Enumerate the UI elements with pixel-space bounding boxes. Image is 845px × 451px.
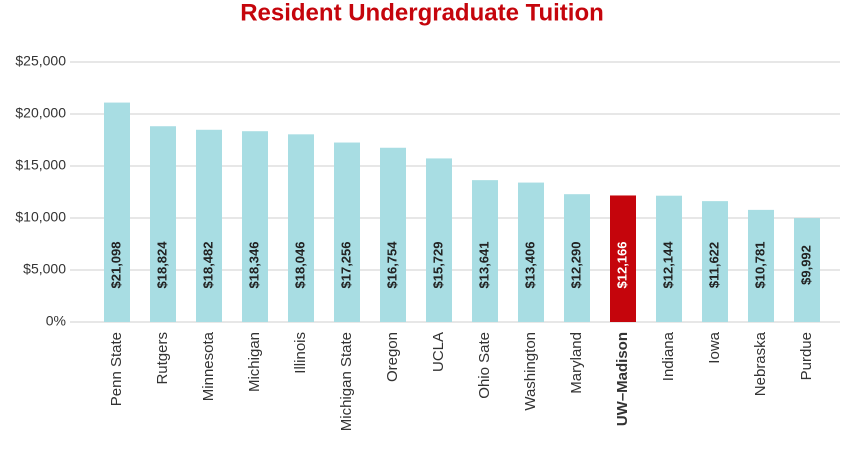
x-tick-label: UCLA xyxy=(430,332,447,372)
bar xyxy=(564,194,590,322)
y-tick-label: $25,000 xyxy=(15,53,66,69)
x-tick-label: Oregon xyxy=(384,332,401,382)
value-label: $18,482 xyxy=(200,242,215,289)
bar xyxy=(150,126,176,322)
x-tick-label: Washington xyxy=(522,332,539,411)
value-label: $21,098 xyxy=(108,242,123,289)
y-tick-label: $20,000 xyxy=(15,105,66,121)
value-label: $9,992 xyxy=(798,245,813,285)
bar xyxy=(196,129,222,322)
x-tick-label: Ohio Sate xyxy=(476,332,493,399)
x-tick-label: Maryland xyxy=(568,332,585,394)
y-tick-label: $5,000 xyxy=(23,261,66,277)
bar xyxy=(748,209,774,322)
bar xyxy=(702,201,728,322)
chart-title: Resident Undergraduate Tuition xyxy=(240,0,604,26)
bar xyxy=(794,218,820,322)
bar xyxy=(518,182,544,322)
value-label: $18,046 xyxy=(292,242,307,289)
bar xyxy=(380,147,406,322)
y-tick-label: 0% xyxy=(46,313,66,329)
x-tick-label: Rutgers xyxy=(154,332,171,385)
x-tick-label: Michigan xyxy=(246,332,263,392)
bar xyxy=(426,158,452,322)
value-label: $15,729 xyxy=(430,242,445,289)
x-tick-label: Penn State xyxy=(108,332,125,406)
bar xyxy=(472,180,498,322)
value-label: $11,622 xyxy=(706,242,721,288)
value-label: $12,144 xyxy=(660,241,675,289)
x-tick-label: Purdue xyxy=(798,332,815,380)
x-tick-label: UW–Madison xyxy=(614,332,631,426)
bar xyxy=(334,142,360,322)
bar xyxy=(656,195,682,322)
bar xyxy=(288,134,314,322)
value-label: $13,406 xyxy=(522,242,537,289)
x-tick-label: Iowa xyxy=(706,331,723,363)
value-label: $12,290 xyxy=(568,242,583,289)
value-label: $18,824 xyxy=(154,241,169,289)
x-tick-label: Minnesota xyxy=(200,331,217,401)
value-label: $13,641 xyxy=(476,242,491,289)
bar xyxy=(242,131,268,322)
x-tick-label: Illinois xyxy=(292,332,309,374)
x-tick-label: Nebraska xyxy=(752,331,769,396)
value-label: $18,346 xyxy=(246,242,261,289)
x-tick-label: Indiana xyxy=(660,331,677,381)
y-tick-label: $10,000 xyxy=(15,209,66,225)
x-tick-label: Michigan State xyxy=(338,332,355,431)
value-label: $10,781 xyxy=(752,242,767,289)
y-tick-label: $15,000 xyxy=(15,157,66,173)
value-label: $17,256 xyxy=(338,242,353,289)
value-label: $12,166 xyxy=(614,242,629,289)
value-label: $16,754 xyxy=(384,241,399,289)
bar xyxy=(610,195,636,322)
bar xyxy=(104,102,130,322)
